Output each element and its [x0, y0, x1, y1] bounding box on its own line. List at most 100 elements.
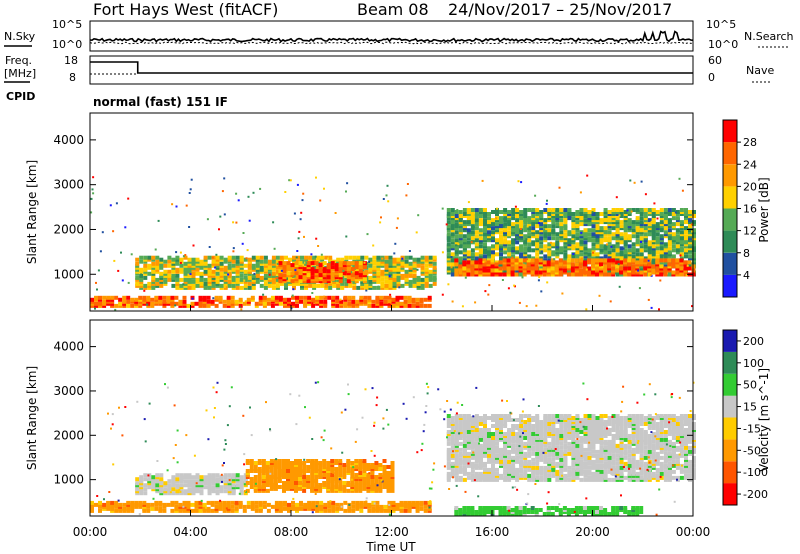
heatmap-cell [450, 461, 455, 466]
heatmap-cell [278, 301, 283, 306]
heatmap-cell [298, 279, 303, 284]
heatmap-cell [230, 295, 235, 300]
heatmap-cell [375, 504, 380, 509]
heatmap-cell [143, 275, 148, 280]
heatmap-cell [182, 508, 187, 513]
heatmap-cell [154, 295, 159, 300]
heatmap-cell [581, 257, 583, 260]
heatmap-cell [262, 500, 267, 505]
heatmap-cell [253, 461, 258, 465]
heatmap-cell [138, 303, 143, 308]
nsearch-series [89, 41, 694, 45]
heatmap-cell [257, 459, 262, 463]
heatmap-cell [527, 414, 532, 418]
heatmap-cell [483, 214, 487, 218]
heatmap-cell [162, 303, 167, 308]
heatmap-cell [618, 214, 621, 217]
heatmap-cell [551, 437, 556, 442]
heatmap-cell [328, 285, 333, 290]
heatmap-cell [627, 228, 632, 233]
heatmap-cell [499, 264, 503, 269]
heatmap-cell [284, 281, 288, 286]
heatmap-cell [395, 502, 400, 507]
heatmap-cell [219, 273, 224, 278]
heatmap-cell [675, 258, 680, 263]
heatmap-cell [282, 463, 286, 467]
heatmap-cell [684, 248, 688, 253]
heatmap-cell [319, 508, 324, 513]
heatmap-cell [667, 208, 672, 212]
heatmap-cell [350, 483, 355, 487]
heatmap-cell [257, 475, 262, 479]
heatmap-cell [271, 273, 276, 278]
heatmap-cell [495, 445, 499, 450]
heatmap-cell [547, 254, 552, 259]
heatmap-cell [503, 414, 508, 418]
heatmap-cell [470, 240, 475, 245]
heatmap-cell [302, 467, 307, 471]
heatmap-cell [319, 500, 324, 505]
heatmap-cell [495, 217, 498, 220]
heatmap-cell [310, 485, 315, 489]
heatmap-cell [254, 301, 259, 306]
heatmap-cell [118, 303, 123, 308]
heatmap-cell [574, 258, 579, 263]
heatmap-cell [386, 184, 389, 187]
heatmap-cell [450, 266, 455, 271]
heatmap-cell [663, 230, 668, 235]
heatmap-cell [615, 228, 620, 233]
heatmap-cell [450, 266, 453, 269]
heatmap-cell [90, 297, 94, 302]
heatmap-cell [474, 218, 479, 223]
heatmap-cell [617, 263, 620, 266]
heatmap-cell [296, 255, 300, 260]
heatmap-cell [113, 259, 116, 262]
heatmap-cell [466, 260, 471, 265]
heatmap-cell [427, 295, 432, 300]
heatmap-cell [115, 202, 118, 205]
heatmap-cell [191, 257, 196, 262]
heatmap-cell [499, 230, 503, 235]
heatmap-cell [290, 263, 295, 268]
heatmap-cell [175, 205, 178, 208]
heatmap-cell [543, 430, 548, 434]
heatmap-cell [227, 273, 232, 278]
heatmap-cell [378, 467, 383, 471]
heatmap-cell [162, 502, 167, 507]
heatmap-cell [478, 240, 483, 245]
heatmap-cell [282, 485, 286, 489]
heatmap-cell [320, 255, 325, 260]
heatmap-cell [389, 293, 392, 296]
heatmap-cell [162, 295, 167, 300]
heatmap-cell [635, 248, 640, 253]
heatmap-cell [219, 261, 224, 266]
heatmap-cell [338, 485, 343, 489]
heatmap-cell [384, 283, 389, 288]
heatmap-cell [415, 508, 420, 513]
heatmap-cell [575, 228, 580, 233]
heatmap-cell [623, 248, 628, 253]
heatmap-cell [247, 285, 252, 290]
heatmap-cell [531, 424, 536, 428]
heatmap-cell [269, 459, 274, 463]
heatmap-cell [578, 268, 583, 273]
heatmap-cell [523, 246, 528, 251]
heatmap-cell [495, 414, 499, 418]
heatmap-cell [375, 508, 380, 513]
heatmap-cell [530, 266, 535, 271]
heatmap-cell [398, 286, 401, 289]
heatmap-cell [239, 273, 244, 278]
heatmap-cell [293, 212, 296, 215]
heatmap-cell [159, 473, 164, 478]
heatmap-cell [531, 226, 536, 231]
heatmap-cell [347, 506, 352, 511]
heatmap-cell [419, 506, 424, 511]
heatmap-cell [250, 295, 255, 300]
heatmap-cell [155, 281, 160, 286]
nave-label: Nave [746, 64, 774, 77]
heatmap-cell [611, 252, 616, 257]
heatmap-cell [295, 256, 298, 259]
heatmap-cell [427, 500, 432, 505]
heatmap-cell [227, 279, 232, 284]
heatmap-cell [499, 256, 503, 261]
